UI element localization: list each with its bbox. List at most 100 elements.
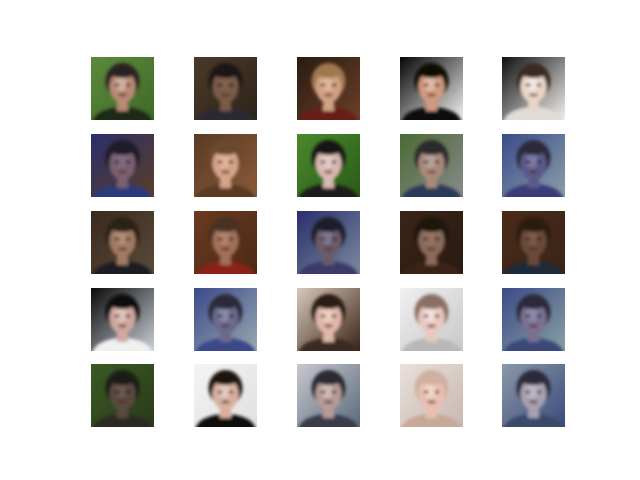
face-thumbnail [400,57,463,120]
neck-shape [220,328,231,342]
neck-shape [323,251,334,265]
mouth [118,170,127,174]
face-content [504,370,563,427]
face-image [297,211,360,274]
left-eye [114,390,120,394]
hair-fringe [520,373,547,385]
shirt-shape [196,107,255,120]
right-eye [125,83,131,87]
face-highlight [321,384,333,398]
face-image [400,134,463,197]
face-highlight [218,231,230,245]
neck-shape [323,97,334,111]
face-thumbnail [297,288,360,351]
neck-shape [528,97,539,111]
face-thumbnail [91,211,154,274]
neck-shape [426,404,437,418]
right-eye [228,314,234,318]
shirt-shape [196,338,255,351]
mouth [427,324,436,328]
shirt-shape [93,107,152,120]
mouth [221,324,230,328]
neck-shape [117,404,128,418]
mouth [324,400,333,404]
face-content [196,370,255,427]
shirt-shape [93,414,152,427]
mouth [529,247,538,251]
hair-fringe [212,220,239,232]
face-image [194,288,257,351]
face-content [196,63,255,120]
face-highlight [526,77,538,91]
left-eye [423,237,429,241]
face-image [91,288,154,351]
right-eye [434,83,440,87]
right-eye [125,390,131,394]
shirt-shape [504,261,563,274]
left-eye [217,314,223,318]
right-eye [228,390,234,394]
shirt-shape [402,184,461,197]
face-image [297,288,360,351]
face-thumbnail [400,211,463,274]
face-image [400,288,463,351]
shirt-shape [299,184,358,197]
face-content [402,294,461,351]
face-image [400,211,463,274]
face-thumbnail [400,288,463,351]
shirt-shape [299,107,358,120]
face-content [196,140,255,197]
face-content [93,217,152,274]
face-highlight [218,384,230,398]
left-eye [217,83,223,87]
mouth [221,93,230,97]
hair-fringe [212,143,239,155]
hair-fringe [315,143,342,155]
face-image [194,57,257,120]
neck-shape [220,404,231,418]
hair-fringe [212,66,239,78]
face-thumbnail [91,364,154,427]
mouth [324,170,333,174]
face-highlight [115,231,127,245]
hair-fringe [315,373,342,385]
left-eye [114,314,120,318]
shirt-shape [196,414,255,427]
neck-shape [220,251,231,265]
face-thumbnail [91,288,154,351]
shirt-shape [402,338,461,351]
shirt-shape [93,261,152,274]
hair-fringe [520,143,547,155]
face-thumbnail [194,364,257,427]
mouth [529,170,538,174]
hair-fringe [520,220,547,232]
face-content [299,217,358,274]
face-image [400,57,463,120]
face-content [93,63,152,120]
face-image [297,364,360,427]
neck-shape [426,328,437,342]
face-content [93,140,152,197]
face-highlight [218,154,230,168]
mouth [221,400,230,404]
face-content [299,294,358,351]
shirt-shape [93,184,152,197]
face-highlight [526,154,538,168]
face-highlight [321,308,333,322]
mouth [529,324,538,328]
right-eye [434,390,440,394]
left-eye [423,314,429,318]
hair-fringe [212,373,239,385]
face-highlight [115,77,127,91]
shirt-shape [299,414,358,427]
left-eye [114,237,120,241]
left-eye [217,390,223,394]
neck-shape [528,174,539,188]
face-content [504,63,563,120]
shirt-shape [504,184,563,197]
mouth [221,170,230,174]
neck-shape [323,328,334,342]
face-thumbnail [194,211,257,274]
face-thumbnail [297,211,360,274]
neck-shape [528,328,539,342]
